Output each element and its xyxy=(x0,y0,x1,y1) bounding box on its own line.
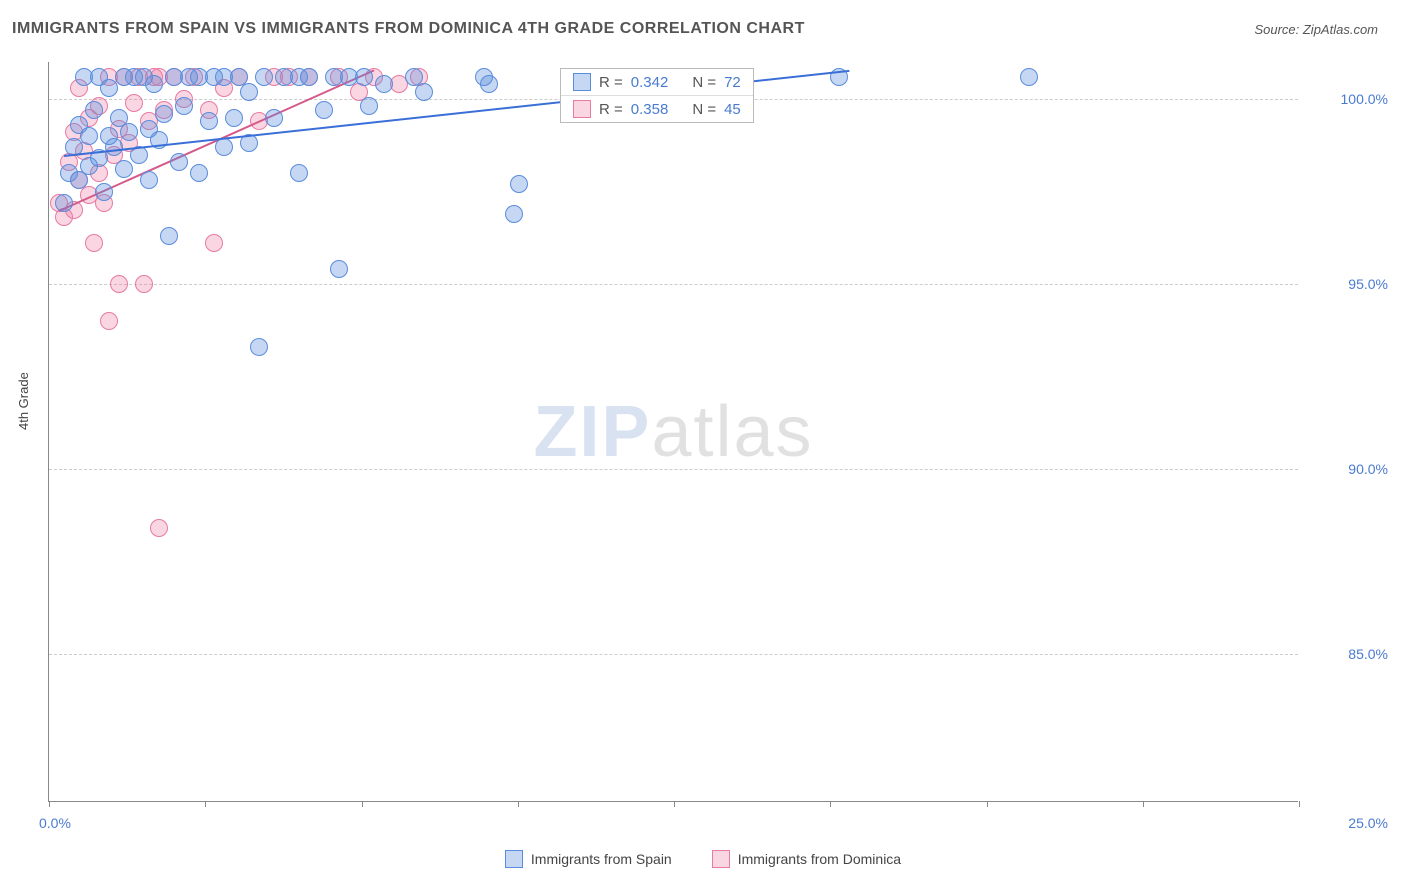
marker-spain xyxy=(415,83,433,101)
marker-spain xyxy=(105,138,123,156)
marker-spain xyxy=(250,338,268,356)
marker-dominica xyxy=(135,275,153,293)
x-tick xyxy=(830,801,831,807)
stats-box: R = 0.342 N = 72 R = 0.358 N = 45 xyxy=(560,68,754,123)
x-tick xyxy=(987,801,988,807)
marker-spain xyxy=(240,83,258,101)
x-tick xyxy=(205,801,206,807)
legend-item-spain: Immigrants from Spain xyxy=(505,850,672,868)
legend-item-dominica: Immigrants from Dominica xyxy=(712,850,901,868)
stats-row-spain: R = 0.342 N = 72 xyxy=(561,69,753,96)
n-value-spain: 72 xyxy=(724,74,741,91)
marker-spain xyxy=(160,227,178,245)
stats-row-dominica: R = 0.358 N = 45 xyxy=(561,96,753,122)
gridline xyxy=(49,284,1298,285)
swatch-spain xyxy=(573,73,591,91)
marker-spain xyxy=(95,183,113,201)
marker-spain xyxy=(355,68,373,86)
n-value-dominica: 45 xyxy=(724,101,741,118)
marker-spain xyxy=(315,101,333,119)
marker-dominica xyxy=(125,94,143,112)
r-label: R = xyxy=(599,101,623,118)
marker-dominica xyxy=(100,312,118,330)
chart-title: IMMIGRANTS FROM SPAIN VS IMMIGRANTS FROM… xyxy=(12,20,805,38)
x-label-min: 0.0% xyxy=(39,815,71,831)
marker-spain xyxy=(190,164,208,182)
marker-spain xyxy=(55,194,73,212)
marker-spain xyxy=(120,123,138,141)
x-tick xyxy=(518,801,519,807)
legend: Immigrants from Spain Immigrants from Do… xyxy=(0,850,1406,868)
gridline xyxy=(49,654,1298,655)
swatch-spain-legend xyxy=(505,850,523,868)
marker-spain xyxy=(145,75,163,93)
swatch-dominica xyxy=(573,100,591,118)
swatch-dominica-legend xyxy=(712,850,730,868)
gridline xyxy=(49,469,1298,470)
r-label: R = xyxy=(599,74,623,91)
marker-spain xyxy=(375,75,393,93)
marker-spain xyxy=(80,127,98,145)
x-tick xyxy=(1299,801,1300,807)
marker-spain xyxy=(265,109,283,127)
marker-spain xyxy=(225,109,243,127)
x-tick xyxy=(1143,801,1144,807)
x-tick xyxy=(49,801,50,807)
marker-spain xyxy=(1020,68,1038,86)
marker-spain xyxy=(480,75,498,93)
legend-label-spain: Immigrants from Spain xyxy=(531,851,672,867)
y-tick-label: 95.0% xyxy=(1308,276,1388,292)
marker-spain xyxy=(100,79,118,97)
marker-spain xyxy=(330,260,348,278)
r-value-dominica: 0.358 xyxy=(631,101,669,118)
y-axis-title: 4th Grade xyxy=(16,372,31,430)
source-label: Source: ZipAtlas.com xyxy=(1254,22,1378,37)
marker-dominica xyxy=(110,275,128,293)
watermark: ZIPatlas xyxy=(533,391,813,473)
marker-spain xyxy=(175,97,193,115)
marker-spain xyxy=(290,164,308,182)
watermark-zip: ZIP xyxy=(533,392,651,472)
y-tick-label: 100.0% xyxy=(1308,91,1388,107)
y-tick-label: 90.0% xyxy=(1308,461,1388,477)
n-label: N = xyxy=(692,74,716,91)
watermark-atlas: atlas xyxy=(651,392,813,472)
x-tick xyxy=(674,801,675,807)
marker-spain xyxy=(510,175,528,193)
marker-spain xyxy=(170,153,188,171)
marker-spain xyxy=(85,101,103,119)
r-value-spain: 0.342 xyxy=(631,74,669,91)
marker-spain xyxy=(300,68,318,86)
marker-dominica xyxy=(205,234,223,252)
marker-spain xyxy=(155,105,173,123)
marker-dominica xyxy=(85,234,103,252)
marker-spain xyxy=(255,68,273,86)
legend-label-dominica: Immigrants from Dominica xyxy=(738,851,901,867)
plot-area: ZIPatlas 85.0%90.0%95.0%100.0%0.0%25.0% xyxy=(48,62,1298,802)
marker-spain xyxy=(115,160,133,178)
n-label: N = xyxy=(692,101,716,118)
y-tick-label: 85.0% xyxy=(1308,646,1388,662)
marker-dominica xyxy=(150,519,168,537)
x-tick xyxy=(362,801,363,807)
marker-spain xyxy=(140,171,158,189)
x-label-max: 25.0% xyxy=(1348,815,1388,831)
marker-spain xyxy=(200,112,218,130)
marker-spain xyxy=(505,205,523,223)
marker-spain xyxy=(215,138,233,156)
marker-spain xyxy=(360,97,378,115)
